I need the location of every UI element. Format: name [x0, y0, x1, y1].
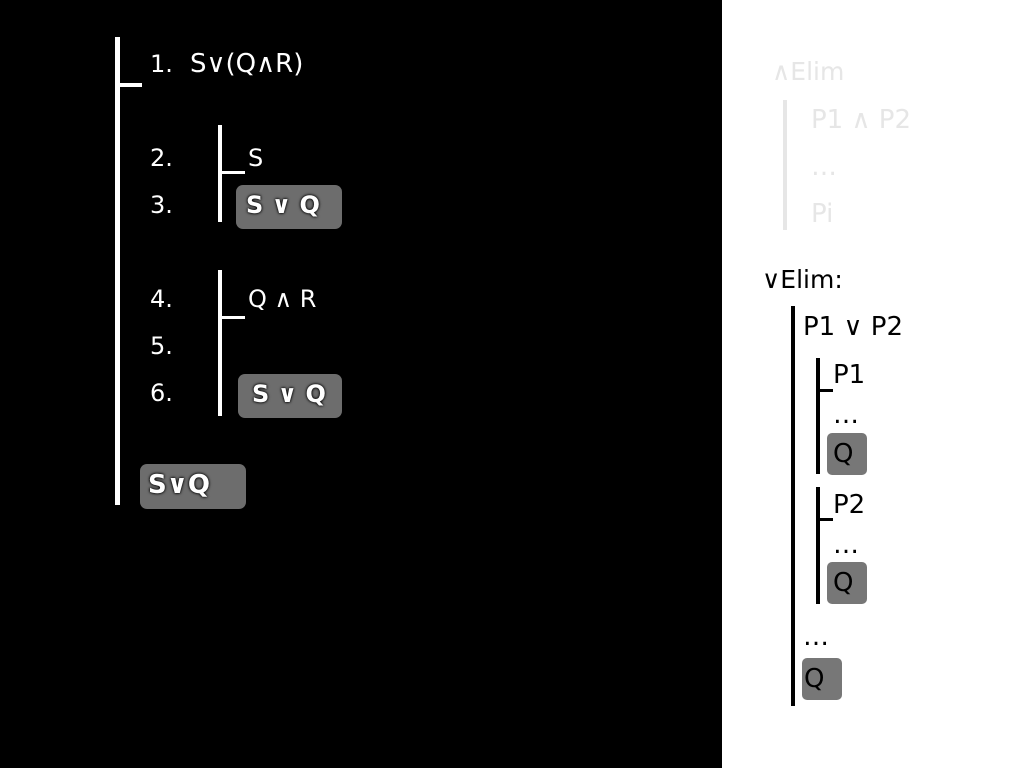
line-formula-2: S: [248, 144, 264, 172]
case-2-result-highlight: Q: [827, 562, 867, 604]
main-scope-bar: [115, 37, 120, 505]
line-number-5: 5.: [150, 332, 173, 360]
proof-conclusion-highlight: S∨Q: [140, 464, 246, 509]
line-formula-4: Q ∧ R: [248, 285, 317, 313]
and-elim-result: Pi: [811, 199, 834, 229]
or-elim-scope-bar: [791, 306, 795, 706]
line-number-1: 1.: [150, 50, 173, 78]
proof-panel: 1. S∨(Q∧R) 2. S 3. S ∨ Q 4. Q ∧ R 5. 6. …: [115, 37, 342, 509]
case-2-scope-bar: [816, 487, 820, 604]
line-number-4: 4.: [150, 285, 173, 313]
and-elim-scope-bar: [783, 100, 787, 230]
and-elim-title: ∧Elim: [772, 57, 845, 86]
line-formula-3-highlight: S ∨ Q: [236, 185, 342, 229]
subproof-2-assumption-bar: [218, 316, 245, 319]
case-2-assumption-bar: [816, 518, 833, 521]
main-premise-bar: [115, 83, 142, 87]
case-1-assumption: P1: [833, 360, 866, 390]
subproof-1-assumption-bar: [218, 171, 245, 174]
line-formula-1: S∨(Q∧R): [190, 49, 304, 79]
case-2-dots: …: [833, 530, 859, 560]
case-1-result-highlight: Q: [827, 433, 867, 475]
and-elim-dots: …: [811, 152, 837, 182]
line-number-3: 3.: [150, 191, 173, 219]
or-elim-title: ∨Elim:: [762, 265, 843, 294]
or-elim-premise: P1 ∨ P2: [803, 312, 904, 342]
case-2-assumption: P2: [833, 490, 866, 520]
subproof-2-bar: [218, 270, 222, 416]
case-1-assumption-bar: [816, 389, 833, 392]
case-1-dots: …: [833, 400, 859, 430]
and-elim-premise: P1 ∧ P2: [811, 105, 912, 135]
or-elim-dots: …: [803, 622, 829, 652]
line-formula-6-highlight: S ∨ Q: [238, 374, 342, 418]
line-number-2: 2.: [150, 144, 173, 172]
rules-panel: ∧Elim P1 ∧ P2 … Pi ∨Elim: P1 ∨ P2 P1 … Q…: [722, 0, 1024, 768]
line-number-6: 6.: [150, 379, 173, 407]
case-1-scope-bar: [816, 358, 820, 474]
or-elim-result-highlight: Q: [802, 658, 842, 700]
